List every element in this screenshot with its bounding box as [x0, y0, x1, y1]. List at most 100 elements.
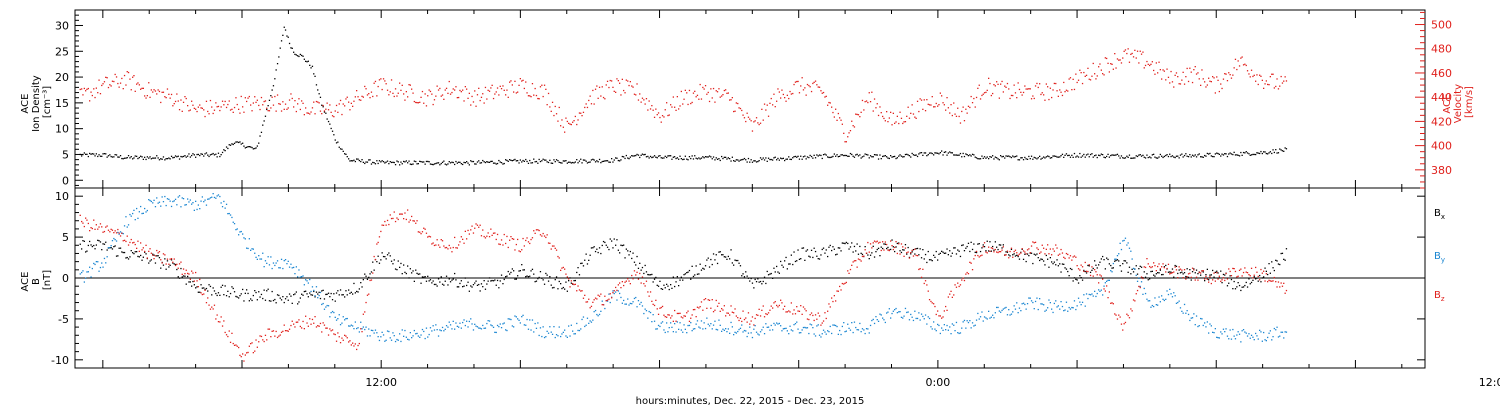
- data-point: [860, 260, 862, 262]
- data-point: [1139, 154, 1141, 156]
- data-point: [733, 334, 735, 336]
- data-point: [103, 81, 106, 83]
- data-point: [600, 252, 602, 255]
- data-point: [93, 153, 95, 155]
- data-point: [1221, 153, 1223, 155]
- data-point: [597, 294, 599, 296]
- data-point: [1020, 252, 1022, 254]
- data-point: [1220, 331, 1222, 333]
- data-point: [627, 278, 629, 280]
- data-point: [1018, 307, 1021, 309]
- data-point: [1085, 74, 1088, 76]
- data-point: [696, 158, 699, 160]
- data-point: [327, 109, 330, 111]
- data-point: [94, 228, 96, 230]
- data-point: [1102, 255, 1104, 258]
- data-point: [1198, 153, 1200, 155]
- data-point: [484, 161, 487, 164]
- data-point: [271, 290, 273, 293]
- data-point: [1099, 154, 1101, 157]
- data-point: [1241, 275, 1243, 277]
- data-point: [745, 330, 747, 332]
- data-point: [938, 153, 940, 155]
- data-point: [1047, 86, 1049, 88]
- data-point: [196, 286, 198, 288]
- data-point: [651, 105, 653, 107]
- data-point: [341, 294, 343, 296]
- data-point: [946, 248, 948, 250]
- data-point: [478, 160, 480, 162]
- data-point: [625, 280, 627, 282]
- data-point: [1022, 258, 1025, 260]
- data-point: [978, 158, 980, 160]
- data-point: [837, 290, 839, 292]
- data-point: [585, 160, 587, 162]
- data-point: [530, 238, 532, 241]
- data-point: [201, 293, 203, 296]
- data-point: [451, 161, 453, 163]
- data-point: [855, 326, 857, 329]
- data-point: [348, 101, 350, 103]
- data-point: [114, 245, 116, 247]
- bottom-left-ylabel-line-1: ACE: [20, 272, 31, 292]
- data-point: [852, 261, 854, 263]
- data-point: [142, 87, 144, 89]
- data-point: [370, 163, 373, 165]
- data-point: [408, 221, 410, 223]
- data-point: [970, 95, 972, 98]
- data-point: [1212, 279, 1214, 281]
- data-point: [302, 320, 304, 323]
- data-point: [886, 111, 888, 113]
- data-point: [1127, 271, 1129, 273]
- data-point: [1081, 266, 1084, 268]
- data-point: [161, 158, 163, 160]
- data-point: [730, 305, 732, 307]
- data-point: [938, 324, 940, 327]
- data-point: [251, 342, 253, 344]
- data-point: [906, 153, 908, 155]
- data-point: [91, 267, 93, 270]
- data-point: [399, 164, 401, 166]
- data-point: [565, 160, 567, 162]
- data-point: [1140, 266, 1143, 268]
- data-point: [660, 121, 662, 123]
- data-point: [1171, 155, 1174, 157]
- data-point: [1049, 248, 1051, 250]
- data-point: [264, 299, 267, 301]
- data-point: [625, 303, 627, 305]
- data-point: [199, 208, 201, 210]
- data-point: [613, 292, 615, 295]
- data-point: [105, 241, 107, 243]
- data-point: [310, 111, 312, 113]
- data-point: [853, 245, 856, 248]
- data-point: [494, 279, 496, 281]
- data-point: [246, 100, 248, 103]
- data-point: [1072, 280, 1074, 282]
- data-point: [121, 232, 123, 234]
- data-point: [533, 331, 535, 333]
- data-point: [1102, 278, 1104, 280]
- data-point: [702, 86, 704, 89]
- data-point: [164, 254, 166, 256]
- data-point: [1075, 73, 1077, 75]
- data-point: [526, 160, 528, 163]
- data-point: [659, 307, 661, 309]
- data-point: [981, 155, 983, 157]
- data-point: [597, 315, 599, 317]
- data-point: [152, 157, 154, 159]
- data-point: [480, 235, 483, 237]
- data-point: [1271, 339, 1273, 341]
- data-point: [711, 263, 713, 266]
- data-point: [1134, 49, 1136, 51]
- data-point: [352, 105, 354, 107]
- data-point: [922, 108, 924, 110]
- data-point: [111, 80, 114, 82]
- data-point: [924, 152, 927, 154]
- data-point: [586, 106, 589, 109]
- data-point: [550, 331, 552, 333]
- data-point: [912, 319, 915, 322]
- data-point: [734, 308, 736, 310]
- data-point: [471, 160, 473, 163]
- data-point: [541, 335, 543, 338]
- data-point: [996, 81, 998, 83]
